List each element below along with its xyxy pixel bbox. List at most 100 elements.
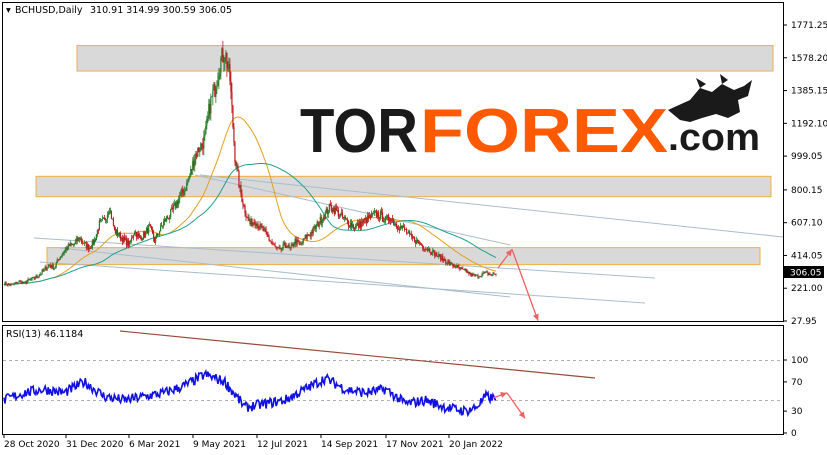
candle-body xyxy=(389,220,392,222)
candle-body xyxy=(322,217,324,221)
torforex-logo: TOR FOREX .com xyxy=(300,74,760,166)
candle-body xyxy=(4,282,6,285)
candle-body xyxy=(50,265,52,268)
candle-body xyxy=(492,273,494,275)
candle-body xyxy=(283,242,285,245)
candle-body xyxy=(428,248,430,251)
candle-body xyxy=(319,216,321,224)
candle-body xyxy=(44,266,46,269)
candle-body xyxy=(26,281,28,284)
candle-body xyxy=(310,232,312,237)
candle-body xyxy=(367,215,370,219)
candle-body xyxy=(223,61,225,63)
candle-body xyxy=(129,241,132,242)
candle-body xyxy=(165,218,167,221)
candle-body xyxy=(153,233,155,239)
price-tick-label: 1578.20 xyxy=(791,54,827,64)
rsi-panel-frame xyxy=(2,325,784,435)
candle-body xyxy=(348,225,351,227)
candle-body xyxy=(307,234,309,236)
candle-body xyxy=(258,227,260,229)
candle-body xyxy=(190,169,192,177)
candle-body xyxy=(271,242,273,244)
candle-body xyxy=(167,216,169,219)
candle-body xyxy=(400,226,402,230)
candle-body xyxy=(83,242,85,244)
candle-body xyxy=(144,231,147,237)
candle-body xyxy=(306,234,308,239)
candle-body xyxy=(476,274,478,276)
candle-body xyxy=(207,115,209,119)
candle-body xyxy=(415,242,417,244)
candle-body xyxy=(375,210,378,217)
candle-body xyxy=(149,224,152,227)
candle-body xyxy=(267,234,269,237)
candle-body xyxy=(465,269,467,271)
candle-body xyxy=(84,242,86,244)
candle-body xyxy=(111,218,114,220)
rsi-forecast-arrows xyxy=(492,392,526,419)
candle-body xyxy=(387,215,390,221)
candle-body xyxy=(341,212,343,218)
candle-body xyxy=(247,217,249,218)
candle-body xyxy=(244,205,246,214)
candle-body xyxy=(208,103,210,116)
candle-body xyxy=(202,145,204,149)
candle-body xyxy=(74,241,76,245)
candle-body xyxy=(471,273,473,277)
candle-body xyxy=(388,220,391,222)
candle-body xyxy=(336,210,338,211)
candle-body xyxy=(278,247,280,249)
chart-ohlc: 310.91 314.99 300.59 306.05 xyxy=(90,5,232,16)
candle-body xyxy=(175,202,177,208)
candle-body xyxy=(125,238,128,246)
candle-body xyxy=(214,83,216,97)
candle-body xyxy=(219,72,221,77)
candle-body xyxy=(446,263,448,265)
forecast-arrow-down-head xyxy=(532,313,539,321)
candle-body xyxy=(78,237,80,240)
candle-body xyxy=(8,283,10,285)
candle-body xyxy=(454,265,456,267)
candle-body xyxy=(323,217,325,220)
candle-body xyxy=(228,63,230,69)
candle-body xyxy=(305,234,307,239)
candle-body xyxy=(41,269,43,274)
candle-body xyxy=(46,267,48,270)
candle-body xyxy=(362,219,365,224)
candle-body xyxy=(206,118,208,126)
candle-body xyxy=(183,192,185,195)
candle-body xyxy=(370,213,373,218)
candle-body xyxy=(412,236,414,239)
candle-body xyxy=(439,254,441,256)
candle-body xyxy=(385,216,388,218)
candle-body xyxy=(104,218,107,220)
candle-body xyxy=(270,241,272,243)
candle-body xyxy=(119,232,122,240)
candle-body xyxy=(30,278,32,280)
rsi-line xyxy=(3,369,497,418)
candle-body xyxy=(373,210,376,214)
candle-body xyxy=(81,241,83,243)
candle-body xyxy=(321,220,323,224)
candle-body xyxy=(263,228,265,231)
candle-body xyxy=(398,228,400,230)
chart-symbol: BCHUSD,Daily xyxy=(15,5,83,16)
candle-body xyxy=(466,270,468,274)
candle-body xyxy=(361,221,364,224)
candle-body xyxy=(276,247,278,249)
candle-body xyxy=(215,90,217,97)
candle-body xyxy=(137,233,140,237)
candle-body xyxy=(85,242,87,249)
candle-body xyxy=(161,225,163,227)
candle-body xyxy=(369,214,372,218)
candle-body xyxy=(122,236,125,243)
candle-body xyxy=(427,249,429,251)
candle-body xyxy=(205,125,207,135)
candle-body xyxy=(248,217,250,221)
candle-body xyxy=(239,185,241,188)
candle-body xyxy=(233,127,235,142)
bull-icon xyxy=(668,74,752,122)
candle-body xyxy=(191,169,193,170)
time-tick-label: 9 May 2021 xyxy=(193,440,246,450)
